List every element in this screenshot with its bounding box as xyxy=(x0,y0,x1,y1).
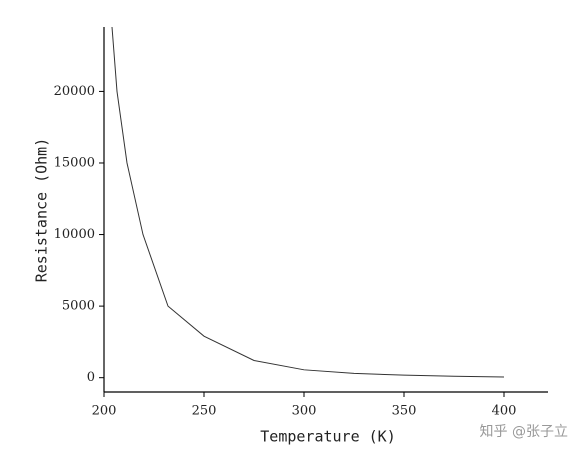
y-tick-label: 15000 xyxy=(54,155,95,170)
x-tick-label: 200 xyxy=(92,404,117,419)
y-tick-label: 5000 xyxy=(62,299,95,314)
watermark: 知乎 @张子立 xyxy=(480,423,568,440)
y-axis-title: Resistance (Ohm) xyxy=(33,138,51,283)
x-tick-label: 400 xyxy=(492,404,517,419)
x-axis-title: Temperature (K) xyxy=(260,428,395,446)
x-tick-label: 250 xyxy=(192,404,217,419)
x-tick-label: 350 xyxy=(392,404,417,419)
y-tick-label: 10000 xyxy=(54,227,95,242)
x-tick-label: 300 xyxy=(292,404,317,419)
line xyxy=(111,26,505,378)
y-tick-label: 0 xyxy=(87,370,95,385)
y-tick-label: 20000 xyxy=(54,84,95,99)
